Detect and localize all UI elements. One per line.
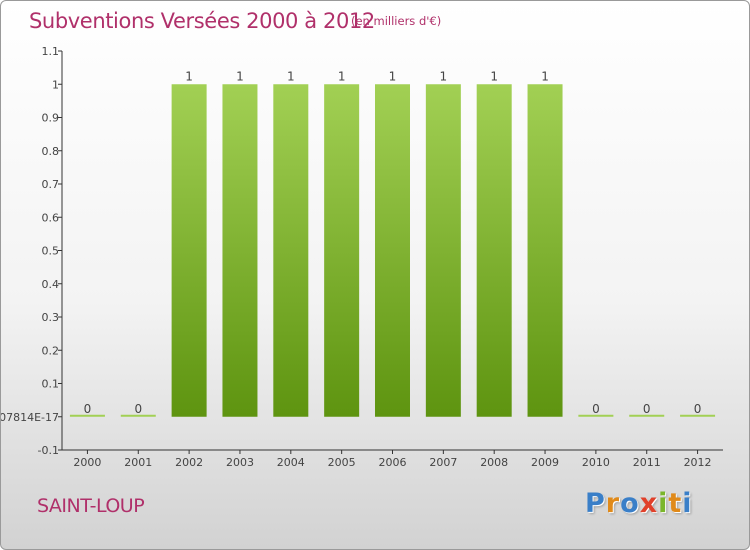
town-name: SAINT-LOUP [37, 495, 145, 517]
bar-2007 [425, 84, 461, 417]
unit-note: (en milliers d'€) [351, 14, 442, 28]
y-tick-label: -0.1 [38, 444, 59, 457]
bar-2005 [324, 84, 360, 417]
y-tick-label: 0.6 [42, 211, 60, 224]
x-tick-label: 2006 [379, 456, 407, 469]
y-tick-label: 0.9 [42, 112, 60, 125]
y-tick-label: 0.5 [42, 245, 60, 258]
y-tick-label: 0.7 [42, 178, 60, 191]
y-tick-label: 1.1 [42, 45, 60, 58]
x-tick-label: 2012 [684, 456, 712, 469]
data-label: 0 [592, 402, 600, 416]
proxiti-logo: Proxiti [585, 488, 693, 519]
y-tick-label: 0.3 [42, 311, 60, 324]
data-label: 0 [84, 402, 92, 416]
y-tick-label: 1 [52, 78, 59, 91]
bar-2003 [222, 84, 258, 417]
x-tick-label: 2007 [429, 456, 457, 469]
chart-title: Subventions Versées 2000 à 2012 [29, 9, 375, 33]
x-tick-label: 2003 [226, 456, 254, 469]
bar-2006 [375, 84, 410, 417]
x-tick-label: 2008 [480, 456, 508, 469]
data-label: 1 [541, 69, 549, 83]
data-label: 0 [643, 402, 651, 416]
data-label: 0 [134, 402, 142, 416]
y-tick-label: 0.8 [42, 145, 60, 158]
data-label: 0 [694, 402, 702, 416]
y-tick-label: 0.2 [42, 344, 60, 357]
y-tick-label: 0.4 [42, 278, 60, 291]
x-tick-label: 2000 [73, 456, 101, 469]
x-tick-label: 2002 [175, 456, 203, 469]
data-label: 1 [338, 69, 346, 83]
bar-2000 [69, 414, 105, 417]
data-label: 1 [287, 69, 295, 83]
data-label: 1 [185, 69, 193, 83]
x-tick-label: 2009 [531, 456, 559, 469]
bar-2012 [680, 414, 716, 417]
x-tick-label: 2001 [124, 456, 152, 469]
bar-2002 [171, 84, 207, 417]
bar-2010 [578, 414, 614, 417]
data-label: 1 [389, 69, 397, 83]
x-tick-label: 2005 [328, 456, 356, 469]
x-tick-label: 2010 [582, 456, 610, 469]
x-tick-label: 2011 [633, 456, 661, 469]
x-tick-label: 2004 [277, 456, 305, 469]
y-tick-label: 1.3877787807814E-17 [1, 411, 59, 424]
data-label: 1 [490, 69, 498, 83]
bar-2004 [273, 84, 309, 417]
bar-2009 [527, 84, 563, 417]
bar-2011 [629, 414, 665, 417]
bar-2001 [120, 414, 156, 417]
data-label: 1 [236, 69, 244, 83]
data-label: 1 [440, 69, 448, 83]
y-tick-label: 0.1 [42, 378, 60, 391]
bar-2008 [476, 84, 512, 417]
